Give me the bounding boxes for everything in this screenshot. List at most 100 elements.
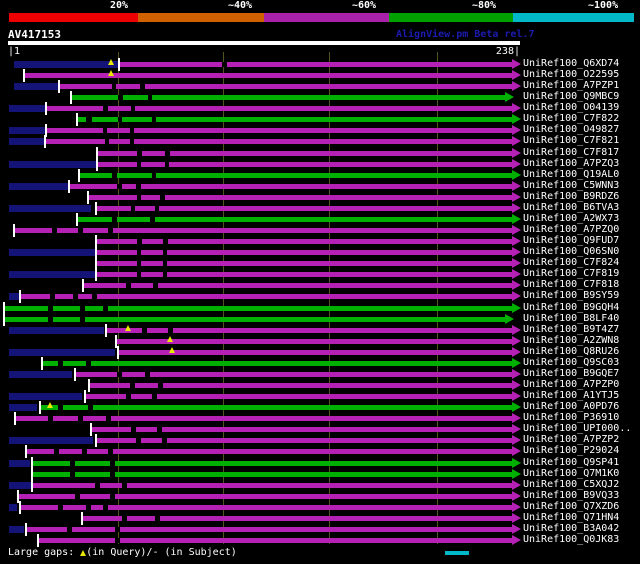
hit-label[interactable]: UniRef100_B9VQ33 bbox=[523, 489, 620, 501]
alignment-bar[interactable] bbox=[33, 471, 512, 477]
alignment-bar[interactable] bbox=[70, 183, 512, 189]
alignment-bar[interactable] bbox=[33, 460, 512, 466]
alignment-bar[interactable] bbox=[89, 194, 512, 200]
alignment-bar[interactable] bbox=[86, 394, 512, 400]
alignment-bar[interactable] bbox=[92, 427, 512, 433]
hit-label[interactable]: UniRef100_A2ZWN8 bbox=[523, 334, 620, 346]
hit-label[interactable]: UniRef100_Q71HN4 bbox=[523, 511, 620, 523]
hit-row[interactable]: UniRef100_P36910 bbox=[0, 412, 640, 426]
hit-row[interactable]: UniRef100_O04139 bbox=[0, 102, 640, 116]
alignment-bar[interactable] bbox=[83, 515, 512, 521]
hit-label[interactable]: UniRef100_Q06SN0 bbox=[523, 246, 620, 258]
hit-row[interactable]: UniRef100_A2ZWN8 bbox=[0, 334, 640, 348]
hit-row[interactable]: UniRef100_UPI000.. bbox=[0, 423, 640, 437]
hit-row[interactable]: UniRef100_C7F824 bbox=[0, 257, 640, 271]
hit-row[interactable]: UniRef100_B9GQE7 bbox=[0, 367, 640, 381]
alignment-bar[interactable] bbox=[21, 504, 512, 510]
hit-label[interactable]: UniRef100_Q7M1K0 bbox=[523, 467, 620, 479]
hit-label[interactable]: UniRef100_Q9MBC9 bbox=[523, 91, 620, 103]
alignment-bar[interactable] bbox=[84, 283, 512, 289]
hit-label[interactable]: UniRef100_P36910 bbox=[523, 412, 620, 424]
alignment-bar[interactable] bbox=[97, 272, 512, 278]
alignment-bar[interactable] bbox=[39, 538, 512, 543]
alignment-bar[interactable] bbox=[76, 371, 512, 377]
hit-label[interactable]: UniRef100_B6TVA3 bbox=[523, 201, 620, 213]
hit-label[interactable]: UniRef100_P29024 bbox=[523, 445, 620, 457]
hit-label[interactable]: UniRef100_Q8RU26 bbox=[523, 345, 620, 357]
alignment-bar[interactable] bbox=[98, 150, 512, 156]
hit-row[interactable]: UniRef100_B9T4Z7 bbox=[0, 323, 640, 337]
hit-label[interactable]: UniRef100_A7PZQ0 bbox=[523, 224, 620, 236]
alignment-bar[interactable] bbox=[98, 161, 512, 167]
alignment-bar[interactable] bbox=[78, 117, 512, 123]
alignment-bar[interactable] bbox=[97, 438, 512, 444]
hit-label[interactable]: UniRef100_B8LF40 bbox=[523, 312, 620, 324]
hit-row[interactable]: UniRef100_A1YTJ5 bbox=[0, 390, 640, 404]
hit-label[interactable]: UniRef100_Q19AL0 bbox=[523, 168, 620, 180]
hit-label[interactable]: UniRef100_O22595 bbox=[523, 69, 620, 81]
alignment-bar[interactable] bbox=[97, 205, 512, 211]
hit-label[interactable]: UniRef100_Q9SC03 bbox=[523, 356, 620, 368]
hit-label[interactable]: UniRef100_C5WNN3 bbox=[523, 179, 620, 191]
hit-label[interactable]: UniRef100_A0PD76 bbox=[523, 401, 620, 413]
alignment-bar[interactable] bbox=[97, 261, 512, 267]
hit-row[interactable]: UniRef100_Q6XD74 bbox=[0, 58, 640, 71]
hit-label[interactable]: UniRef100_C7F821 bbox=[523, 135, 620, 147]
hit-row[interactable]: UniRef100_C7F818 bbox=[0, 279, 640, 293]
alignment-bar[interactable] bbox=[72, 95, 505, 101]
hit-row[interactable]: UniRef100_B9RDZ6 bbox=[0, 190, 640, 204]
hit-row[interactable]: UniRef100_Q06SN0 bbox=[0, 246, 640, 260]
alignment-bar[interactable] bbox=[119, 349, 512, 355]
hit-label[interactable]: UniRef100_C7F819 bbox=[523, 268, 620, 280]
hit-label[interactable]: UniRef100_Q7XZD6 bbox=[523, 500, 620, 512]
hit-row[interactable]: UniRef100_C7F821 bbox=[0, 135, 640, 149]
hit-label[interactable]: UniRef100_C5XQJ2 bbox=[523, 478, 620, 490]
hit-row[interactable]: UniRef100_Q0JK83 bbox=[0, 534, 640, 547]
hit-label[interactable]: UniRef100_B9SY59 bbox=[523, 290, 620, 302]
hit-row[interactable]: UniRef100_B3A042 bbox=[0, 522, 640, 536]
hit-label[interactable]: UniRef100_C7F822 bbox=[523, 113, 620, 125]
hit-label[interactable]: UniRef100_B9RDZ6 bbox=[523, 190, 620, 202]
alignment-bar[interactable] bbox=[46, 139, 512, 145]
hit-label[interactable]: UniRef100_A7PZP1 bbox=[523, 80, 620, 92]
alignment-bar[interactable] bbox=[21, 294, 512, 300]
alignment-bar[interactable] bbox=[15, 228, 512, 234]
hit-row[interactable]: UniRef100_C7F817 bbox=[0, 146, 640, 160]
hit-row[interactable]: UniRef100_Q7M1K0 bbox=[0, 467, 640, 481]
hit-label[interactable]: UniRef100_C7F817 bbox=[523, 146, 620, 158]
hit-label[interactable]: UniRef100_A7PZP0 bbox=[523, 379, 620, 391]
hit-row[interactable]: UniRef100_Q9SP41 bbox=[0, 456, 640, 470]
hit-label[interactable]: UniRef100_A1YTJ5 bbox=[523, 390, 620, 402]
hit-row[interactable]: UniRef100_P29024 bbox=[0, 445, 640, 459]
hit-row[interactable]: UniRef100_C7F819 bbox=[0, 268, 640, 282]
alignment-bar[interactable] bbox=[107, 327, 512, 333]
hit-label[interactable]: UniRef100_O04139 bbox=[523, 102, 620, 114]
hit-row[interactable]: UniRef100_Q19AL0 bbox=[0, 168, 640, 182]
alignment-bar[interactable] bbox=[80, 172, 512, 178]
alignment-bar[interactable] bbox=[47, 106, 512, 112]
alignment-bar[interactable] bbox=[43, 360, 512, 366]
hit-label[interactable]: UniRef100_C7F818 bbox=[523, 279, 620, 291]
hit-label[interactable]: UniRef100_B9T4Z7 bbox=[523, 323, 620, 335]
alignment-bar[interactable] bbox=[90, 383, 512, 389]
hit-row[interactable]: UniRef100_Q71HN4 bbox=[0, 511, 640, 525]
alignment-bar[interactable] bbox=[5, 316, 505, 322]
hit-row[interactable]: UniRef100_A7PZQ3 bbox=[0, 157, 640, 171]
hit-label[interactable]: UniRef100_A2WX73 bbox=[523, 212, 620, 224]
hit-row[interactable]: UniRef100_A7PZQ0 bbox=[0, 224, 640, 238]
hit-label[interactable]: UniRef100_B9GQH4 bbox=[523, 301, 620, 313]
alignment-bar[interactable] bbox=[27, 449, 512, 455]
hit-row[interactable]: UniRef100_A7PZP0 bbox=[0, 379, 640, 393]
hit-row[interactable]: UniRef100_Q8RU26 bbox=[0, 345, 640, 359]
hit-row[interactable]: UniRef100_Q9MBC9 bbox=[0, 91, 640, 105]
alignment-bar[interactable] bbox=[25, 73, 512, 79]
alignment-bar[interactable] bbox=[97, 250, 512, 256]
hit-row[interactable]: UniRef100_Q9SC03 bbox=[0, 356, 640, 370]
alignment-bar[interactable] bbox=[33, 482, 512, 488]
alignment-bar[interactable] bbox=[5, 305, 512, 311]
hit-label[interactable]: UniRef100_Q6XD74 bbox=[523, 58, 620, 69]
hit-row[interactable]: UniRef100_A7PZP1 bbox=[0, 80, 640, 94]
hit-label[interactable]: UniRef100_B9GQE7 bbox=[523, 367, 620, 379]
hit-row[interactable]: UniRef100_C5XQJ2 bbox=[0, 478, 640, 492]
hit-row[interactable]: UniRef100_B9VQ33 bbox=[0, 489, 640, 503]
